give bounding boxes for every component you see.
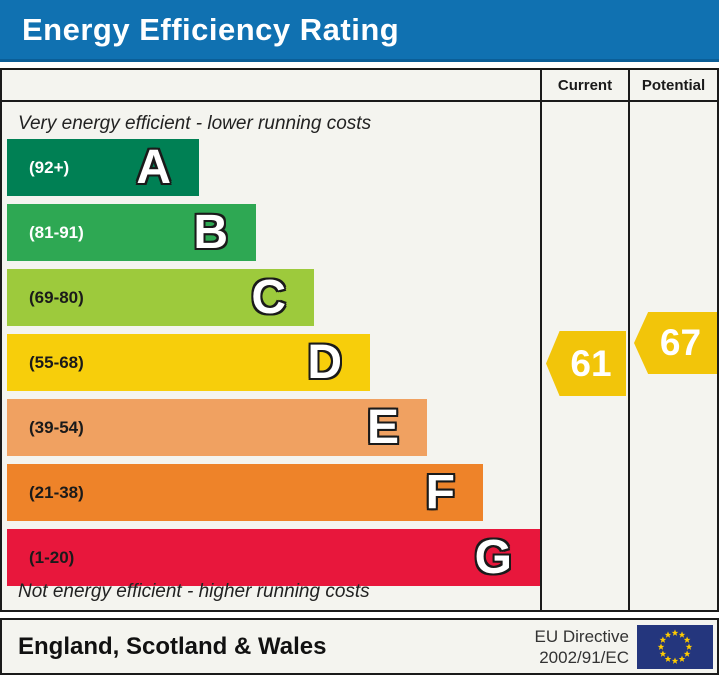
current-column-header: Current [557, 76, 613, 94]
band-bar-b: (81-91) B [7, 204, 256, 261]
top-note: Very energy efficient - lower running co… [18, 113, 372, 134]
band-row-d: (55-68) D [2, 334, 540, 391]
band-letter: F [425, 465, 455, 519]
band-range-label: (81-91) [29, 222, 84, 242]
band-row-f: (21-38) F [2, 464, 540, 521]
band-letter: G [474, 530, 512, 584]
band-letter: E [366, 400, 399, 454]
column-divider-potential [628, 70, 630, 610]
bottom-note: Not energy efficient - higher running co… [18, 581, 370, 602]
band-chart-area: Very energy efficient - lower running co… [2, 102, 540, 610]
band-range-label: (69-80) [29, 287, 84, 307]
band-range-label: (21-38) [29, 482, 84, 502]
eu-directive-line1: EU Directive [534, 626, 629, 646]
band-letter: B [193, 205, 228, 259]
eu-flag-icon [637, 625, 713, 669]
band-range-label: (92+) [29, 157, 70, 177]
eu-directive-line2: 2002/91/EC [539, 647, 629, 667]
band-range-label: (1-20) [29, 547, 75, 567]
band-row-a: (92+) A [2, 139, 540, 196]
current-rating-value: 61 [570, 342, 612, 384]
band-row-e: (39-54) E [2, 399, 540, 456]
band-bar-a: (92+) A [7, 139, 199, 196]
band-row-c: (69-80) C [2, 269, 540, 326]
potential-rating-value: 67 [659, 322, 702, 363]
title-bar: Energy Efficiency Rating [0, 0, 719, 62]
eu-directive-label: EU Directive 2002/91/EC [535, 625, 629, 668]
band-bar-f: (21-38) F [7, 464, 483, 521]
column-divider-current [540, 70, 542, 610]
band-letter: C [251, 270, 286, 324]
band-letter: D [307, 335, 342, 389]
band-bar-e: (39-54) E [7, 399, 427, 456]
band-letter: A [136, 140, 171, 194]
bands: (92+) A (81-91) B (69-80) C (55-68) D (39-54) E (2… [2, 139, 540, 586]
potential-column-header: Potential [641, 76, 706, 94]
current-rating-arrow: 61 [546, 331, 626, 396]
band-row-g: (1-20) G [2, 529, 540, 586]
band-range-label: (55-68) [29, 352, 84, 372]
band-range-label: (39-54) [29, 417, 84, 437]
page-title: Energy Efficiency Rating [22, 11, 400, 47]
table-header-row: Current Potential [2, 70, 717, 102]
rating-table: Current Potential Very energy efficient … [0, 68, 719, 612]
band-row-b: (81-91) B [2, 204, 540, 261]
potential-rating-arrow: 67 [634, 312, 717, 374]
band-bar-d: (55-68) D [7, 334, 370, 391]
band-bar-c: (69-80) C [7, 269, 314, 326]
footer: England, Scotland & Wales EU Directive 2… [0, 618, 719, 675]
region-label: England, Scotland & Wales [18, 632, 327, 660]
band-bar-g: (1-20) G [7, 529, 540, 586]
